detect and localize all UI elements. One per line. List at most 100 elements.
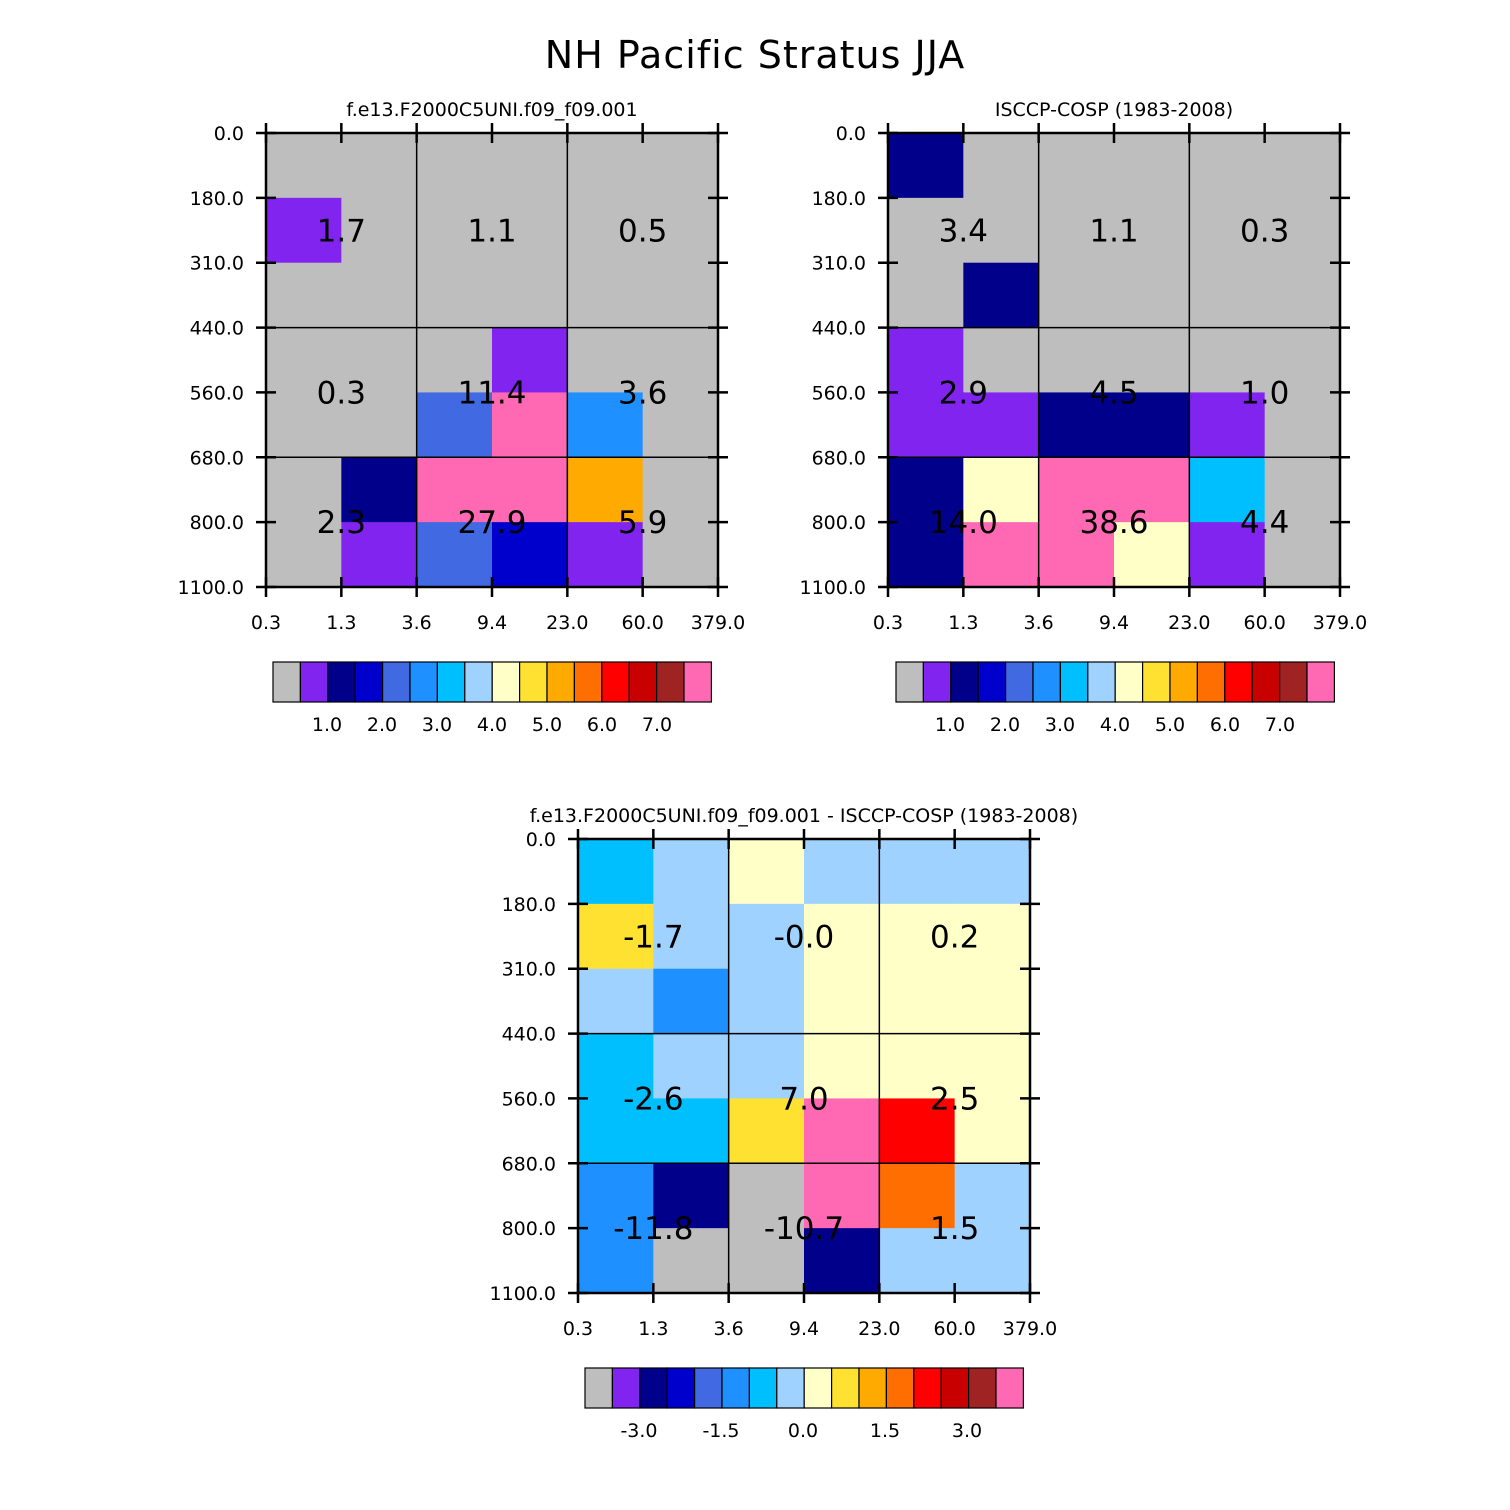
heatmap-cell [653,1163,730,1229]
heatmap-cell [642,262,719,329]
colorbar-label: 6.0 [587,714,617,736]
block-value-label: 38.6 [1079,505,1148,541]
heatmap-cell [954,968,1031,1035]
colorbar-swatch [950,661,979,703]
heatmap-cell [1114,133,1190,199]
colorbar-swatch [721,1367,750,1409]
x-tick-label: 60.0 [1244,612,1286,634]
colorbar-swatch [354,661,384,703]
heatmap-cell [578,1098,654,1164]
block-value-label: 1.1 [1089,213,1138,249]
colorbar-label: 4.0 [1100,714,1130,736]
heatmap-cell [1264,457,1341,523]
heatmap-cell [492,133,568,199]
heatmap-cell [492,197,568,264]
x-tick-label: 3.6 [402,612,432,634]
heatmap-cell [416,262,493,329]
colorbar-swatch [666,1367,696,1409]
heatmap-cell [492,522,568,588]
colorbar-swatch [1278,661,1308,703]
heatmap-cell [578,1033,654,1100]
colorbar-swatch [628,661,658,703]
heatmap-cell [1114,197,1190,264]
colorbar-swatch [573,661,603,703]
heatmap-cell [578,1163,654,1229]
heatmap-cell [492,327,568,394]
heatmap-cell [1114,457,1190,523]
heatmap-cell [567,262,644,329]
colorbar-swatch [1306,661,1335,703]
colorbar-swatch [655,661,685,703]
panel-1: f.e13.F2000C5UNI.f09_f09.001 0.0 180.0 310.… [178,99,746,736]
y-tick-label: 310.0 [190,253,244,275]
heatmap-cell [567,133,644,199]
block-value-label: 4.4 [1240,505,1289,541]
y-tick-label: 800.0 [502,1218,556,1240]
heatmap-cell [492,457,568,523]
colorbar-label: 3.0 [1045,714,1075,736]
heatmap-cell [416,133,493,199]
colorbar-swatch [858,1367,887,1409]
heatmap-cell [416,392,493,458]
x-tick-label: 0.3 [873,612,903,634]
heatmap-cell [1038,457,1115,523]
colorbar-label: -1.5 [702,1420,739,1442]
panel-title: f.e13.F2000C5UNI.f09_f09.001 - ISCCP-COS… [530,805,1078,827]
heatmap-cell [804,839,880,905]
colorbar-swatch [1032,661,1061,703]
heatmap-cell [416,327,493,394]
colorbar-swatch [584,1367,613,1409]
heatmap-cell [879,1098,956,1164]
x-tick-label: 9.4 [789,1318,819,1340]
y-tick-label: 310.0 [812,253,866,275]
heatmap-cell [416,522,493,588]
heatmap-cell [341,392,418,458]
heatmap-cell [1114,327,1190,394]
heatmap-cell [728,839,805,905]
heatmap-cell [728,968,805,1035]
heatmap-cell [266,522,342,588]
heatmap-cell [963,457,1040,523]
colorbar-label: 7.0 [642,714,672,736]
heatmap-cell [963,522,1040,588]
colorbar-label: 3.0 [952,1420,982,1442]
colorbar-label: 5.0 [1155,714,1185,736]
heatmap-cell [954,1033,1031,1100]
heatmap-cell [728,1228,805,1294]
colorbar-label: 4.0 [477,714,507,736]
colorbar-swatch [1251,661,1281,703]
x-tick-label: 379.0 [691,612,745,634]
panel-3: f.e13.F2000C5UNI.f09_f09.001 - ISCCP-COS… [490,805,1079,1442]
colorbar-swatch [895,661,924,703]
heatmap-cell [1264,133,1341,199]
colorbar-label: 5.0 [532,714,562,736]
heatmap-cell [1114,262,1190,329]
heatmap-cell [888,457,964,523]
x-tick-label: 60.0 [622,612,664,634]
heatmap-cell [879,968,956,1035]
heatmap-cell [642,327,719,394]
colorbar-label: 6.0 [1210,714,1240,736]
y-tick-label: 800.0 [812,512,866,534]
y-tick-label: 180.0 [502,894,556,916]
heatmap-cell [266,262,342,329]
heatmap-cell [341,522,418,588]
colorbar-swatch [922,661,952,703]
colorbar-swatch [977,661,1007,703]
heatmap-cell [804,1098,880,1164]
x-tick-label: 3.6 [1024,612,1054,634]
heatmap-cell [888,262,964,329]
colorbar-swatch [885,1367,915,1409]
colorbar-label: 3.0 [422,714,452,736]
y-tick-label: 680.0 [502,1153,556,1175]
y-tick-label: 1100.0 [490,1283,556,1305]
colorbar-swatch [601,661,630,703]
colorbar-label: 2.0 [367,714,397,736]
heatmap-cell [888,133,964,199]
heatmap-cell [1264,197,1341,264]
heatmap-cell [266,197,342,264]
y-tick-label: 0.0 [836,123,866,145]
colorbar-swatch [1196,661,1226,703]
y-tick-label: 800.0 [190,512,244,534]
